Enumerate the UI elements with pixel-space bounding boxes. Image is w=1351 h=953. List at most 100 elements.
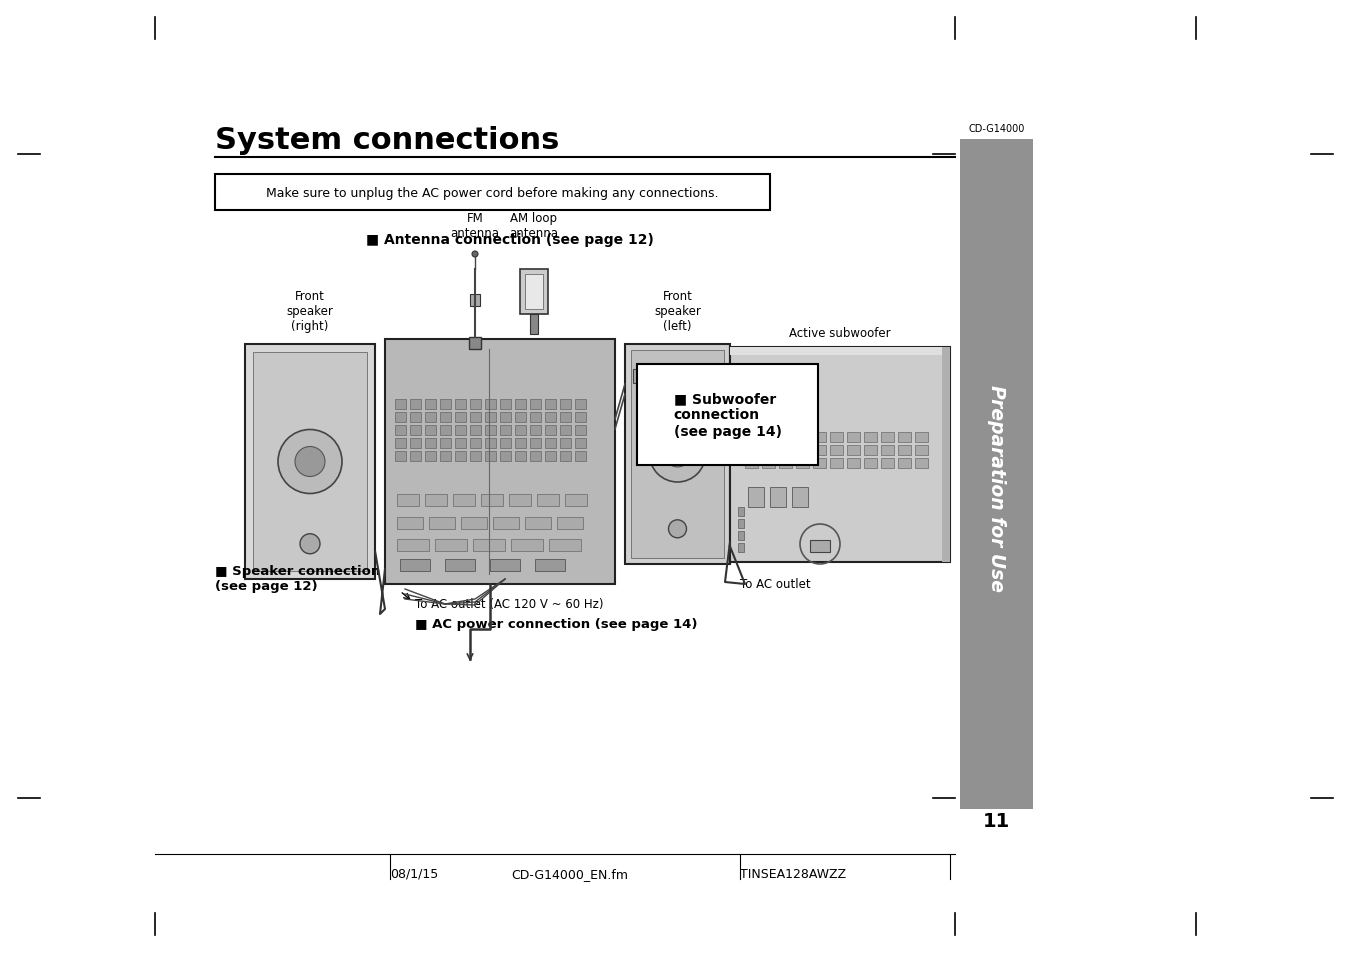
Bar [813, 446, 825, 456]
Bar [915, 433, 928, 442]
Text: ■ AC power connection (see page 14): ■ AC power connection (see page 14) [415, 618, 697, 630]
Bar [961, 140, 1034, 809]
Text: AM loop
antenna: AM loop antenna [509, 212, 558, 240]
Bar [813, 458, 825, 469]
Bar [898, 433, 911, 442]
Bar [461, 517, 486, 530]
Bar [780, 458, 792, 469]
Bar [748, 488, 765, 507]
Bar [738, 532, 744, 540]
Bar [397, 539, 430, 552]
Bar [549, 539, 581, 552]
Circle shape [665, 441, 690, 468]
Bar [865, 433, 877, 442]
Bar [470, 399, 481, 410]
Bar [530, 438, 540, 449]
Bar [792, 488, 808, 507]
Bar [215, 174, 770, 211]
Text: Preparation for Use: Preparation for Use [988, 384, 1006, 591]
Bar [453, 495, 476, 506]
Bar [898, 458, 911, 469]
Bar [530, 426, 540, 436]
Bar [762, 458, 775, 469]
Bar [500, 426, 511, 436]
Bar [394, 438, 407, 449]
Bar [394, 452, 407, 461]
Bar [485, 452, 496, 461]
Bar [440, 426, 451, 436]
Bar [440, 399, 451, 410]
Bar [744, 433, 758, 442]
Bar [762, 446, 775, 456]
Bar [730, 348, 950, 355]
Bar [544, 399, 557, 410]
FancyBboxPatch shape [638, 365, 817, 465]
Text: System connections: System connections [215, 126, 559, 154]
Bar [485, 438, 496, 449]
Bar [455, 452, 466, 461]
Text: Front
speaker
(right): Front speaker (right) [286, 290, 334, 333]
Circle shape [278, 430, 342, 494]
Text: Make sure to unplug the AC power cord before making any connections.: Make sure to unplug the AC power cord be… [266, 186, 719, 199]
Bar [830, 458, 843, 469]
Bar [526, 517, 551, 530]
Bar [626, 345, 730, 564]
Bar [565, 495, 586, 506]
Bar [470, 452, 481, 461]
Bar [455, 426, 466, 436]
Bar [426, 452, 436, 461]
Bar [770, 488, 786, 507]
Bar [634, 370, 653, 384]
Bar [426, 438, 436, 449]
Bar [520, 270, 549, 314]
Bar [544, 438, 557, 449]
Bar [409, 438, 422, 449]
Bar [397, 495, 419, 506]
Text: ■ Subwoofer
connection
(see page 14): ■ Subwoofer connection (see page 14) [674, 392, 781, 438]
Text: To AC outlet (AC 120 V ~ 60 Hz): To AC outlet (AC 120 V ~ 60 Hz) [415, 598, 604, 610]
Bar [847, 458, 861, 469]
Bar [455, 413, 466, 422]
Bar [394, 426, 407, 436]
Bar [576, 399, 586, 410]
Bar [544, 413, 557, 422]
Bar [385, 339, 615, 584]
Bar [485, 426, 496, 436]
Text: To AC outlet: To AC outlet [740, 578, 811, 590]
Bar [485, 399, 496, 410]
Bar [813, 433, 825, 442]
Bar [744, 458, 758, 469]
Bar [738, 507, 744, 517]
Bar [409, 426, 422, 436]
Bar [942, 348, 950, 562]
Text: 08/1/15: 08/1/15 [390, 867, 438, 880]
Bar [426, 495, 447, 506]
Bar [400, 559, 430, 572]
Bar [811, 540, 830, 553]
Bar [576, 452, 586, 461]
Bar [576, 426, 586, 436]
Bar [455, 438, 466, 449]
Bar [440, 452, 451, 461]
Bar [561, 452, 571, 461]
Bar [440, 438, 451, 449]
Bar [515, 413, 526, 422]
Bar [470, 438, 481, 449]
Bar [409, 413, 422, 422]
Bar [881, 458, 894, 469]
Bar [865, 446, 877, 456]
Bar [576, 438, 586, 449]
Bar [898, 446, 911, 456]
Bar [426, 426, 436, 436]
Bar [738, 543, 744, 553]
Bar [631, 351, 724, 558]
Text: Front
speaker
(left): Front speaker (left) [654, 290, 701, 333]
Bar [530, 399, 540, 410]
Bar [561, 438, 571, 449]
Bar [730, 348, 950, 562]
Bar [526, 274, 543, 310]
Bar [470, 294, 480, 307]
Bar [738, 519, 744, 529]
Bar [500, 438, 511, 449]
Bar [500, 413, 511, 422]
